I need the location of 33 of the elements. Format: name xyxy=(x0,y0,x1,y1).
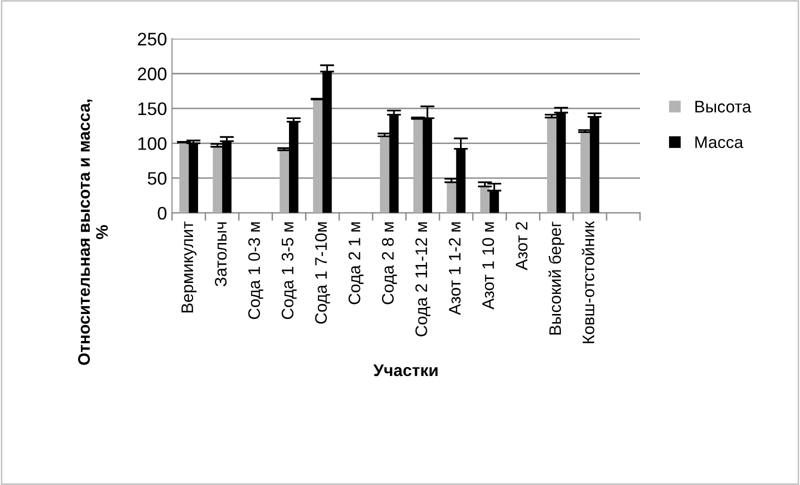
bar xyxy=(413,118,423,213)
bar xyxy=(547,118,556,213)
x-tick-label: Затолыч xyxy=(214,222,227,286)
y-tick-label: 100 xyxy=(138,137,166,150)
x-tick-label: Азот 1 1-2 м xyxy=(448,222,461,316)
x-tick-label: Сода 2 8 м xyxy=(382,222,397,304)
x-tick-label: Высокий берег xyxy=(548,222,564,335)
y-axis-title: Относительная высота и масса, % xyxy=(78,100,108,365)
bar xyxy=(580,132,590,213)
y-tick-label: 0 xyxy=(158,206,166,220)
bar xyxy=(313,99,322,213)
x-tick-label: Азот 1 10 м xyxy=(482,222,494,310)
x-tick-label: Ковш-отстойник xyxy=(582,221,594,344)
bar xyxy=(212,146,222,213)
bar xyxy=(179,142,189,213)
x-tick-label: Сода 1 0-3 м xyxy=(248,222,264,320)
x-tick-label: Сода 1 3-5 м xyxy=(282,222,297,320)
legend-label: Высота xyxy=(695,100,752,113)
x-axis-title: Участки xyxy=(373,364,438,376)
y-tick-label: 250 xyxy=(138,32,166,46)
bar xyxy=(380,136,390,213)
x-tick-label: Сода 2 11-12 м xyxy=(415,222,430,336)
y-tick-label: 150 xyxy=(138,102,166,116)
legend-label: Масса xyxy=(695,136,744,148)
bar xyxy=(280,150,289,213)
x-tick-label: Сода 2 1 м xyxy=(348,222,364,304)
bar xyxy=(446,182,456,213)
x-tick-label: Вермикулит xyxy=(182,222,196,312)
x-tick-label: Азот 2 xyxy=(516,222,528,270)
y-tick-label: 50 xyxy=(148,172,166,185)
y-tick-label: 200 xyxy=(138,68,166,80)
x-tick-label: Сода 1 7-10м xyxy=(315,222,330,324)
bar xyxy=(480,186,490,213)
